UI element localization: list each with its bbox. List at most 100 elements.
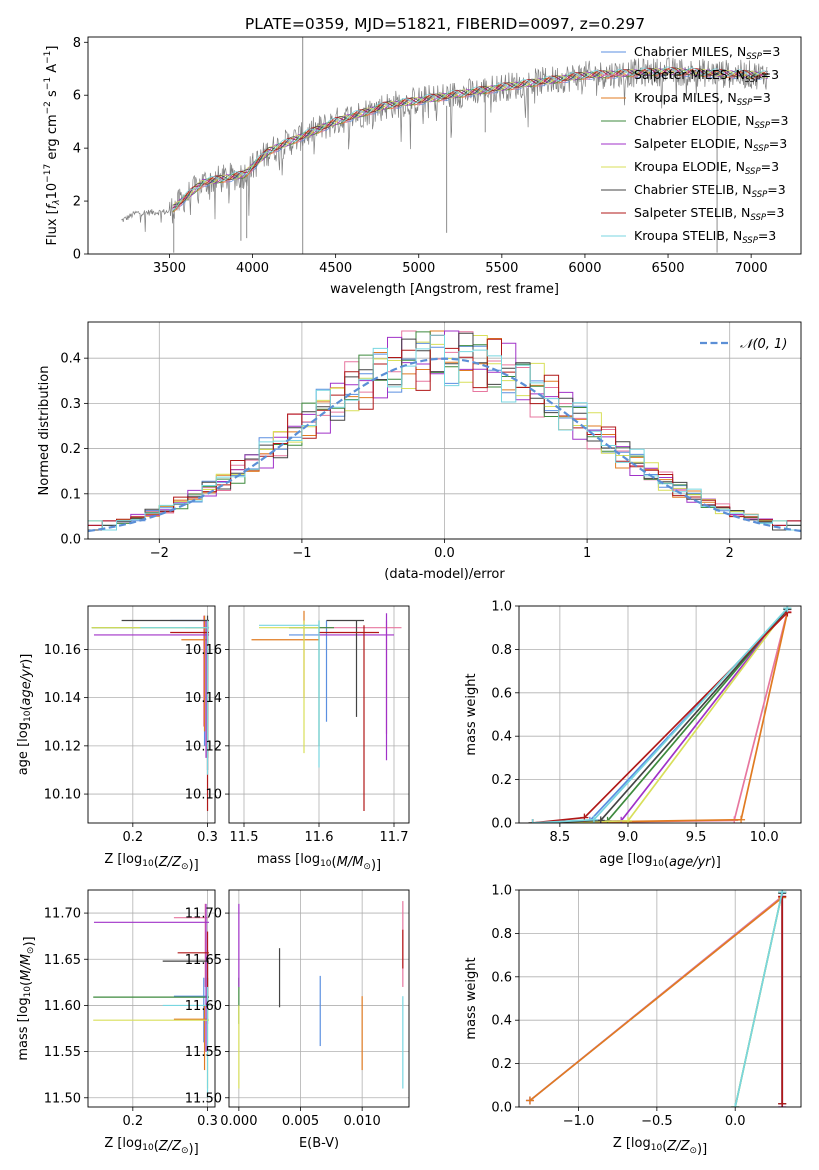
legend-label: Kroupa STELIB, NSSP=3: [634, 228, 776, 246]
y-tick-label: 0.2: [491, 773, 512, 788]
legend-label: Chabrier ELODIE, NSSP=3: [634, 113, 789, 131]
y-tick-label: 11.55: [185, 1045, 222, 1060]
x-tick-label: 4500: [319, 261, 352, 276]
x-tick-label: 2: [726, 546, 734, 561]
x-tick-label: 3500: [153, 261, 186, 276]
x-tick-label: 6000: [568, 261, 601, 276]
y-tick-label: 0.0: [491, 1101, 512, 1116]
y-tick-label: 10.14: [44, 691, 81, 706]
legend-label: Chabrier STELIB, NSSP=3: [634, 182, 786, 200]
y-tick-label: 0.4: [491, 730, 512, 745]
weight-line-kroupa-stelib: [734, 892, 784, 1107]
x-tick-label: 0.005: [282, 1114, 319, 1129]
y-tick-label: 0.1: [60, 487, 81, 502]
y-tick-label: 11.50: [185, 1091, 222, 1106]
legend-label: Chabrier MILES, NSSP=3: [634, 44, 780, 62]
x-tick-label: 8.5: [550, 830, 571, 845]
legend: Chabrier MILES, NSSP=3 Salpeter MILES, NS…: [601, 44, 789, 246]
y-tick-label: 11.65: [185, 953, 222, 968]
y-tick-label: 8: [73, 36, 81, 51]
panels: 3500 4000 4500 5000 5500 6000 6500 7000 0 2 4 6 8 Cha…: [16, 36, 802, 1157]
axes-frame: [87, 36, 802, 255]
y-tick-label: 0.6: [491, 686, 512, 701]
axes-frame: [87, 321, 802, 540]
y-tick-label: 10.16: [44, 643, 81, 658]
x-tick-label: 7000: [735, 261, 768, 276]
y-tick-label: 10.14: [185, 691, 222, 706]
x-tick-label: 11.7: [380, 830, 409, 845]
plot-area: [528, 606, 792, 823]
y-tick-label: 2: [73, 195, 81, 210]
y-axis-label: age [log10(age/yr)]: [16, 654, 34, 776]
x-tick-label: 0.0: [725, 1114, 746, 1129]
y-tick-label: 1.0: [491, 600, 512, 615]
y-tick-label: 11.60: [185, 999, 222, 1014]
legend-label: Kroupa ELODIE, NSSP=3: [634, 159, 779, 177]
x-tick-label: 0.3: [197, 1114, 218, 1129]
y-tick-label: 11.60: [44, 999, 81, 1014]
y-tick-label: 6: [73, 89, 81, 104]
axes-frame: [87, 889, 216, 1108]
y-tick-label: 1.0: [491, 884, 512, 899]
y-tick-label: 0.4: [491, 1014, 512, 1029]
legend-label: Salpeter STELIB, NSSP=3: [634, 205, 784, 223]
y-tick-label: 0.2: [491, 1057, 512, 1072]
y-tick-label: 0.3: [60, 397, 81, 412]
axes-frame: [518, 605, 802, 824]
y-tick-label: 11.70: [44, 907, 81, 922]
y-tick-label: 10.10: [185, 788, 222, 803]
panel-age-vs-Z: 0.2 0.3 10.10 10.12 10.14 10.16 Z [log10(Z/Z⊙)…: [16, 605, 218, 873]
y-tick-label: 10.12: [44, 739, 81, 754]
x-tick-label: 0.2: [122, 1114, 143, 1129]
axes-frame: [518, 889, 802, 1108]
weight-line-chabrier-stelib: [532, 608, 789, 823]
weight-line-salpeter-miles: [532, 611, 789, 823]
y-axis-label: mass weight: [464, 673, 479, 755]
y-tick-label: 0.0: [491, 817, 512, 832]
plot-area: [88, 330, 801, 533]
panel-age-vs-mass: 11.5 11.6 11.7 10.10 10.12 10.14 10.16 mass [lo…: [185, 605, 410, 873]
axes-frame: [228, 889, 410, 1108]
y-tick-label: 0.8: [491, 643, 512, 658]
weight-line-kroupa-miles: [532, 612, 789, 823]
x-tick-label: 4000: [236, 261, 269, 276]
weight-line-salpeter-stelib: [532, 611, 789, 823]
legend-label: Salpeter MILES, NSSP=3: [634, 67, 779, 85]
x-tick-label: 11.5: [230, 830, 259, 845]
axes-frame: [228, 605, 410, 824]
x-tick-label: 0.000: [220, 1114, 257, 1129]
x-tick-label: 0.2: [122, 830, 143, 845]
legend-label: Salpeter ELODIE, NSSP=3: [634, 136, 787, 154]
panel-mass-vs-Z: 0.2 0.3 11.50 11.55 11.60 11.65 11.70 Z [log10(…: [16, 889, 218, 1157]
x-axis-label: (data-model)/error: [384, 567, 505, 582]
y-tick-label: 10.16: [185, 643, 222, 658]
plot-area: [121, 37, 769, 254]
figure-title: PLATE=0359, MJD=51821, FIBERID=0097, z=0…: [245, 15, 645, 33]
x-axis-label: wavelength [Angstrom, rest frame]: [330, 282, 559, 297]
plot-area: [251, 610, 402, 811]
panel-residuals: −2 −1 0.0 1 2 0.0 0.1 0.2 0.3 0.4 𝒩(0, 1) (data-mod…: [37, 321, 802, 582]
plot-area: [525, 890, 787, 1107]
x-tick-label: 5500: [485, 261, 518, 276]
weight-line-kroupa-elodie: [532, 607, 789, 823]
x-tick-label: 9.5: [686, 830, 707, 845]
panel-weight-vs-Z: −1.0 −0.5 0.0 0.0 0.2 0.4 0.6 0.8 1.0 Z [log10(Z/…: [464, 884, 802, 1157]
model-line-kroupa-elodie: [172, 67, 769, 207]
model-line-kroupa-miles: [172, 68, 769, 213]
x-tick-label: −2: [150, 546, 169, 561]
x-tick-label: 6500: [651, 261, 684, 276]
panel-spectrum: 3500 4000 4500 5000 5500 6000 6500 7000 0 2 4 6 8 Cha…: [43, 36, 802, 297]
weight-line-kroupa-stelib: [532, 607, 789, 823]
y-axis-label: mass weight: [464, 957, 479, 1039]
x-tick-label: 11.6: [305, 830, 334, 845]
panel-mass-vs-EBV: 0.000 0.005 0.010 11.50 11.55 11.60 11.65 11.70…: [185, 889, 410, 1151]
y-tick-label: 10.10: [44, 788, 81, 803]
x-tick-label: −1.0: [563, 1114, 595, 1129]
x-tick-label: 9.0: [618, 830, 639, 845]
y-tick-label: 0.6: [491, 970, 512, 985]
y-tick-label: 4: [73, 142, 81, 157]
weight-line-chabrier-elodie: [532, 608, 789, 823]
x-axis-label: Z [log10(Z/Z⊙)]: [104, 1136, 198, 1157]
y-tick-label: 11.55: [44, 1045, 81, 1060]
